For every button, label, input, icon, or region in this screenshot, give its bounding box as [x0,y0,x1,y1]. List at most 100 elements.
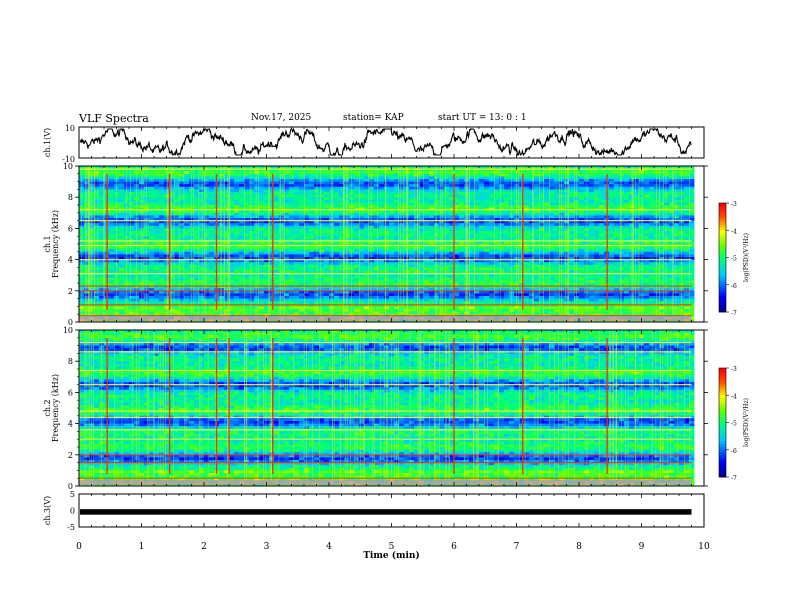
ch2-spectrogram-ytick-label: 6 [68,388,73,397]
ch2-spectrogram-heatmap [79,330,695,487]
colorbar-segment [719,417,726,421]
ch1-spectrogram-colorbar-tick-label: -3 [731,201,737,208]
ch3-ytick-label: -5 [67,523,75,532]
colorbar-segment [719,303,726,307]
ch3-ylabel: ch.3(V) [43,496,52,525]
ch1-spectrogram-colorbar-tick-label: -4 [731,228,737,235]
date-label: Nov.17, 2025 [251,113,312,123]
colorbar-segment [719,387,726,391]
colorbar-segment [719,447,726,451]
chart-title: VLF Spectra [79,112,149,125]
x-tick-label: 6 [451,542,457,552]
colorbar-segment [719,400,726,404]
colorbar-segment [719,468,726,472]
colorbar-segment [719,370,726,374]
ch2-spectrogram-ytick-label: 10 [63,326,73,335]
colorbar-segment [719,243,726,247]
colorbar-segment [719,282,726,286]
colorbar-segment [719,306,726,310]
colorbar-segment [719,427,726,432]
colorbar-segment [719,227,726,231]
ch2-spectrogram-colorbar-tick-label: -5 [731,421,737,428]
x-tick-label: 0 [76,542,82,552]
colorbar-segment [719,449,726,453]
colorbar-segment [719,260,726,264]
colorbar-segment [719,471,726,475]
ch2-spectrogram-colorbar-tick-label: -4 [731,393,737,400]
colorbar-segment [719,430,726,434]
colorbar-segment [719,273,726,277]
colorbar-segment [719,381,726,385]
station-label: station= KAP [343,113,404,123]
colorbar-segment [719,268,726,272]
colorbar-segment [719,411,726,415]
x-tick-label: 5 [389,542,395,552]
ch3-ytick-label: 5 [70,490,75,499]
colorbar-segment [719,301,726,305]
ch2-spectrogram-ytick-label: 4 [68,420,73,429]
ch2-spectrogram-colorbar-tick-label: -6 [731,448,737,455]
colorbar-segment [719,474,726,478]
ch1-ytick-label: 10 [65,124,75,133]
ch1-spectrogram-heatmap [79,166,695,323]
colorbar-segment [719,298,726,302]
ch2-spectrogram-colorbar [719,368,726,478]
ch1-spectrogram-colorbar-tick-label: -7 [731,310,737,317]
ch1-spectrogram-colorbar-tick-label: -6 [731,283,737,290]
ch2-spectrogram-channel-label: ch.2 [43,399,52,416]
colorbar-segment [719,384,726,388]
colorbar-segment [719,216,726,220]
x-tick-label: 10 [698,542,710,552]
ch2-spectrogram-colorbar-tick-label: -3 [731,366,737,373]
ch1-spectrogram-channel-label: ch.1 [43,235,52,252]
colorbar-segment [719,254,726,258]
colorbar-segment [719,252,726,256]
colorbar-segment [719,235,726,239]
ch2-spectrogram-ylabel: Frequency (kHz) [51,374,60,442]
ch2-spectrogram-colorbar-label: log(PSD)(V²/Hz) [743,398,750,447]
colorbar-segment [719,403,726,407]
ch3-waveform-band [80,509,692,515]
colorbar-segment [719,262,726,267]
ch2-spectrogram-colorbar-tick-label: -7 [731,475,737,482]
colorbar-segment [719,279,726,283]
colorbar-segment [719,408,726,412]
ch1-spectrogram-ytick-label: 0 [68,318,73,327]
ch1-spectrogram-colorbar-label: log(PSD)(V²/Hz) [743,233,750,282]
ch1-spectrogram-baseline-stripe [79,316,692,321]
x-tick-label: 3 [264,542,270,552]
colorbar-segment [719,438,726,442]
colorbar-segment [719,208,726,212]
colorbar-segment [719,425,726,429]
colorbar-segment [719,249,726,253]
colorbar-segment [719,436,726,440]
colorbar-segment [719,232,726,237]
x-tick-label: 4 [326,542,332,552]
colorbar-segment [719,246,726,250]
ch3-ytick-label: 0 [70,507,75,516]
colorbar-segment [719,455,726,459]
colorbar-segment [719,414,726,418]
colorbar-segment [719,265,726,269]
colorbar-segment [719,271,726,275]
x-tick-label: 2 [201,542,207,552]
colorbar-segment [719,444,726,448]
ch1-spectrogram-ytick-label: 2 [68,287,73,296]
x-tick-label: 7 [514,542,520,552]
ch1-spectrogram-ytick-label: 8 [68,193,73,202]
x-tick-label: 9 [639,542,645,552]
colorbar-segment [719,257,726,261]
start-time: 13: 0 : 1 [489,113,527,123]
colorbar-segment [719,452,726,456]
colorbar-segment [719,376,726,380]
colorbar-segment [719,295,726,299]
colorbar-segment [719,457,726,462]
x-tick-label: 1 [139,542,145,552]
start-label: start UT = [438,113,487,123]
colorbar-segment [719,205,726,209]
colorbar-segment [719,241,726,245]
ch2-spectrogram-ytick-label: 2 [68,451,73,460]
colorbar-segment [719,292,726,297]
colorbar-segment [719,287,726,291]
